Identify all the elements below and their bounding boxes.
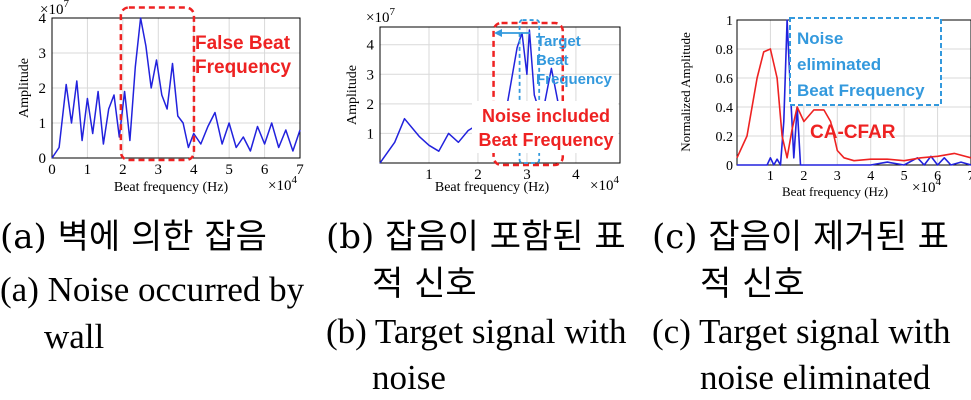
panel-a-ytick-label-1: 1 [39, 116, 47, 132]
panel-c-annotation-line1: Noise [797, 29, 843, 48]
panel-b-target-label-line2: Beat [536, 52, 569, 69]
caption-a-english-line2: wall [44, 317, 105, 356]
panel-c-series-0-line [737, 19, 971, 166]
panel-b-noise-label-line1: Noise included [482, 106, 610, 126]
panel-b-plot-frame [379, 26, 621, 164]
panel-c-xtick-label-1: 2 [800, 169, 807, 184]
panel-b-target-label-line1: Target [536, 33, 581, 50]
panel-a-ytick-label-0: 0 [39, 151, 47, 167]
caption-c-korean-line1: (c) 잡음이 제거된 표 [652, 217, 949, 257]
caption-b-english-line2: noise [372, 358, 446, 397]
panel-c-xtick-label-0: 1 [767, 169, 774, 184]
panel-b-target-box [518, 19, 541, 164]
panel-c-ytick-label-0: 0 [726, 159, 733, 174]
caption-c-korean-line2: 적 신호 [700, 264, 805, 304]
panel-c-ylabel: Normalized Amplitude [678, 32, 693, 152]
panel-c-annotation-box [789, 17, 942, 106]
panel-b-ytick-label-3: 4 [367, 38, 375, 54]
panel-a-xtick-label-3: 3 [155, 162, 163, 178]
panel-a-ylabel: Amplitude [17, 58, 32, 118]
caption-c-english-line1: (c) Target signal with [652, 312, 951, 351]
panel-b-y-exponent: ×107 [366, 6, 395, 26]
panel-b-ytick-label-2: 3 [367, 67, 375, 83]
panel-a-xtick-label-4: 4 [190, 162, 198, 178]
panel-b-noise-box [492, 21, 565, 167]
panel-b-xlabel: Beat frequency (Hz) [435, 180, 550, 195]
panel-c-ytick-label-4: 0.8 [716, 43, 734, 58]
panel-c-xtick-label-6: 7 [968, 169, 971, 184]
panel-a-y-exponent: ×107 [40, 0, 69, 18]
panel-b-target-arrowhead [494, 29, 502, 37]
panel-a-xtick-label-7: 7 [296, 162, 304, 178]
panel-b-noise-label-bg [472, 101, 618, 153]
panel-c-xtick-label-5: 6 [934, 169, 941, 184]
panel-c-ytick-label-1: 0.2 [716, 130, 734, 145]
panel-b-ytick-label-0: 1 [367, 126, 375, 142]
panel-b-xtick-label-3: 4 [572, 167, 580, 183]
panel-b-ytick-label-1: 2 [367, 97, 375, 113]
panel-b-ylabel: Amplitude [345, 65, 360, 125]
panel-b-chart: 1 2 3 4 1 2 3 4 Beat frequency (Hz) Amplitude ×107… [345, 6, 621, 195]
panel-a-xtick-label-5: 5 [225, 162, 233, 178]
panel-c-xtick-label-4: 5 [901, 169, 908, 184]
panel-c-ytick-label-2: 0.4 [716, 101, 734, 116]
panel-a-xlabel: Beat frequency (Hz) [114, 180, 229, 195]
panel-c-xtick-label-2: 3 [834, 169, 841, 184]
panel-b-xtick-label-2: 3 [523, 167, 531, 183]
panel-b-target-label-line3: Frequency [536, 71, 613, 88]
caption-b-korean-line2: 적 신호 [372, 264, 477, 304]
panel-c-ytick-label-5: 1 [726, 14, 733, 29]
panel-a-series-line [51, 17, 301, 159]
panel-a-annotation-line2: Frequency [195, 57, 292, 78]
panel-c-annotation-line2: eliminated [797, 55, 881, 74]
panel-a-ytick-label-3: 3 [39, 46, 47, 62]
panel-a-chart: 0 1 2 3 4 5 6 7 0 1 2 3 4 Beat frequency (Hz) Amplitud… [17, 0, 304, 195]
panel-a-xtick-label-0: 0 [48, 162, 56, 178]
panel-a-xtick-label-6: 6 [261, 162, 269, 178]
panel-a-annotation-line1: False Beat [195, 33, 291, 54]
panel-b-x-exponent: ×104 [590, 174, 619, 194]
caption-b-english-line1: (b) Target signal with [326, 312, 627, 351]
panel-a-x-exponent: ×104 [268, 174, 297, 194]
panel-a-xtick-label-2: 2 [119, 162, 127, 178]
panel-b-xtick-label-1: 2 [474, 167, 482, 183]
panel-c-series-1-line [736, 48, 971, 162]
caption-a-korean: (a) 벽에 의한 잡음 [0, 217, 267, 257]
panel-a-ytick-label-4: 4 [39, 11, 47, 27]
panel-c-x-exponent: ×104 [912, 176, 941, 196]
caption-b-korean-line1: (b) 잡음이 포함된 표 [326, 217, 626, 257]
panel-c-cfar-label: CA-CFAR [810, 122, 896, 143]
panel-a-plot-frame [51, 17, 301, 159]
panel-a-ytick-label-2: 2 [39, 81, 47, 97]
panel-c-xlabel: Beat frequency (Hz) [782, 184, 888, 199]
panel-c-xtick-label-3: 4 [867, 169, 874, 184]
panel-c-chart: 1 2 3 4 5 6 7 0 0.2 0.4 0.6 0.8 1 Beat frequency (Hz)… [678, 14, 971, 199]
panel-a-highlight-box [119, 6, 196, 162]
panel-c-annotation-line3: Beat Frequency [797, 81, 925, 100]
panel-c-ytick-label-3: 0.6 [716, 72, 734, 87]
panel-b-xtick-label-0: 1 [425, 167, 433, 183]
panel-a-xtick-label-1: 1 [84, 162, 92, 178]
caption-a-english-line1: (a) Noise occurred by [0, 270, 305, 309]
caption-c-english-line2: noise eliminated [700, 358, 931, 397]
panel-b-noise-label-line2: Beat Frequency [478, 130, 613, 150]
